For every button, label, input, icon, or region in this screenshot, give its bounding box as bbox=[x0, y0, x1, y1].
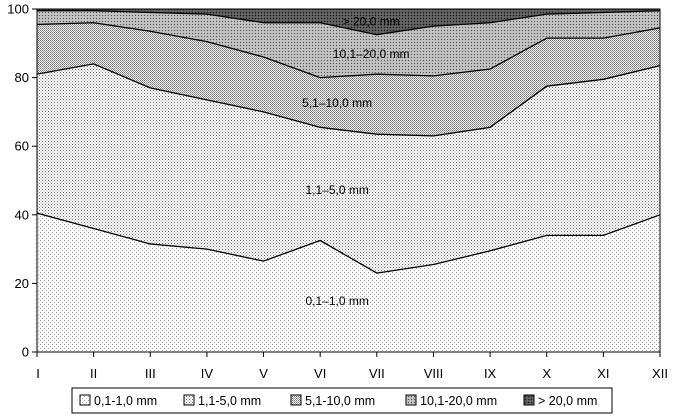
band-labels: 0,1–1,0 mm 1,1–5,0 mm 5,1–10,0 mm 10,1–20,0… bbox=[302, 14, 409, 308]
boundary-line-5-1-10-0-mm bbox=[36, 22, 661, 79]
legend-label-1-1-5-0-mm: 1,1-5,0 mm bbox=[198, 394, 261, 408]
band-boundaries bbox=[36, 10, 661, 274]
legend-label-10-1-20-0-mm: 10,1-20,0 mm bbox=[420, 394, 497, 408]
x-tick-label: XI bbox=[597, 366, 609, 381]
x-tick-label: I bbox=[36, 366, 40, 381]
x-tick-label: XII bbox=[652, 366, 668, 381]
area-band-0-1-1-0-mm bbox=[37, 213, 660, 352]
legend: 0,1-1,0 mm 1,1-5,0 mm 5,1-10,0 mm 10,1-20,0… bbox=[71, 387, 613, 414]
area-band-1-1-5-0-mm bbox=[37, 63, 660, 274]
legend-swatch-5-1-10-0-mm bbox=[290, 394, 302, 406]
x-tick-label: X bbox=[542, 366, 551, 381]
x-tick-label: II bbox=[90, 366, 97, 381]
y-tick-label: 0 bbox=[22, 345, 29, 360]
legend-label-20-0-mm: > 20,0 mm bbox=[538, 394, 597, 408]
area-band-5-1-10-0-mm bbox=[37, 22, 660, 136]
x-tick-label: V bbox=[259, 366, 268, 381]
x-axis-ticks: I II III IV V VI VII VIII IX X XI XII bbox=[36, 352, 668, 381]
y-tick-label: 40 bbox=[15, 207, 29, 222]
band-label-20-0-mm: > 20,0 mm bbox=[343, 14, 400, 28]
legend-swatch-1-1-5-0-mm bbox=[183, 394, 195, 406]
y-tick-label: 60 bbox=[15, 139, 29, 154]
x-tick-label: VI bbox=[314, 366, 326, 381]
x-tick-label: VIII bbox=[424, 366, 444, 381]
y-tick-label: 20 bbox=[15, 276, 29, 291]
area-band-20-0-mm bbox=[37, 9, 660, 35]
legend-label-5-1-10-0-mm: 5,1-10,0 mm bbox=[305, 394, 375, 408]
band-label-5-1-10-0-mm: 5,1–10,0 mm bbox=[302, 96, 372, 110]
boundary-line-10-1-20-0-mm bbox=[37, 10, 661, 36]
legend-box bbox=[71, 387, 613, 414]
x-tick-label: III bbox=[145, 366, 156, 381]
legend-swatch-0-1-1-0-mm bbox=[79, 394, 91, 406]
x-tick-label: IX bbox=[484, 366, 497, 381]
band-label-1-1-5-0-mm: 1,1–5,0 mm bbox=[305, 183, 368, 197]
legend-label-0-1-1-0-mm: 0,1-1,0 mm bbox=[94, 394, 157, 408]
boundary-line-0-1-1-0-mm bbox=[36, 212, 661, 274]
legend-swatch-20-0-mm bbox=[523, 394, 535, 406]
y-tick-label: 100 bbox=[7, 2, 29, 17]
x-tick-label: VII bbox=[369, 366, 385, 381]
y-tick-label: 80 bbox=[15, 70, 29, 85]
y-axis-ticks: 0 20 40 60 80 100 bbox=[7, 2, 37, 360]
boundary-line-1-1-5-0-mm bbox=[36, 63, 661, 137]
x-tick-label: IV bbox=[201, 366, 214, 381]
legend-swatch-10-1-20-0-mm bbox=[405, 394, 417, 406]
band-label-0-1-1-0-mm: 0,1–1,0 mm bbox=[305, 294, 368, 308]
area-bands bbox=[37, 9, 660, 352]
band-label-10-1-20-0-mm: 10,1–20,0 mm bbox=[333, 47, 410, 61]
